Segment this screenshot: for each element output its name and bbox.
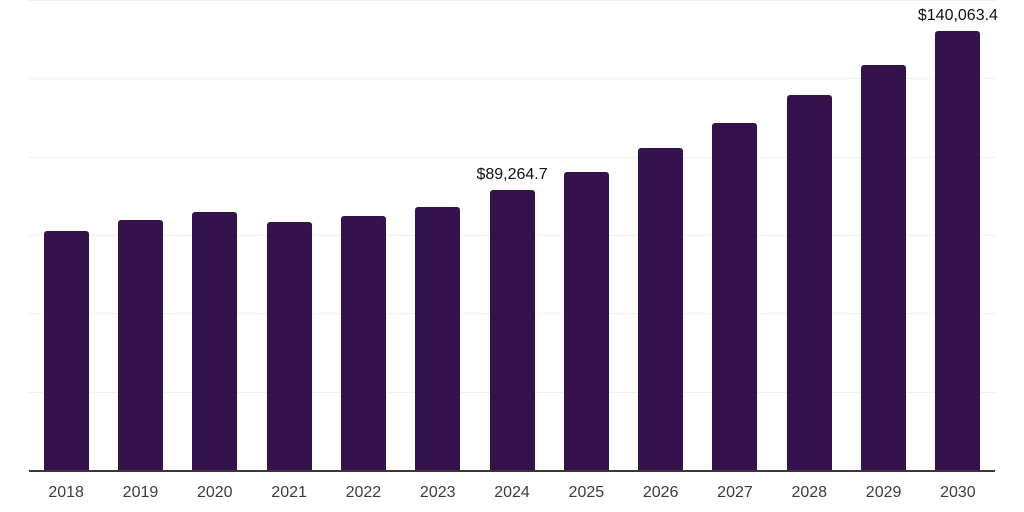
bar-2018[interactable]: [43, 230, 89, 470]
band-2023: [401, 0, 475, 470]
band-2025: [549, 0, 623, 470]
bar-2020[interactable]: [192, 211, 238, 470]
band-2022: [326, 0, 400, 470]
bar-2028[interactable]: [786, 95, 832, 470]
bar-2019[interactable]: [117, 220, 163, 470]
x-tick-2021: 2021: [271, 484, 307, 501]
bar-2026[interactable]: [638, 147, 684, 470]
bar-2029[interactable]: [861, 64, 907, 470]
x-tick-2025: 2025: [568, 484, 605, 501]
band-2019: [103, 0, 177, 470]
bar-2025[interactable]: [563, 171, 609, 470]
band-2027: [698, 0, 772, 470]
band-2029: [846, 0, 920, 470]
data-label-2030: $140,063.4: [917, 7, 998, 25]
data-label-2024: $89,264.7: [476, 166, 548, 184]
x-tick-2030: 2030: [940, 484, 976, 501]
x-axis-labels: 2018 2019 2020 2021 2022 2023 2024 2025 2026 2027…: [29, 472, 995, 501]
bar-2022[interactable]: [340, 215, 386, 470]
bar-2024[interactable]: [489, 190, 535, 470]
band-2026: [624, 0, 698, 470]
band-2020: [178, 0, 252, 470]
band-2030: $140,063.4: [917, 0, 998, 470]
x-tick-2018: 2018: [48, 484, 84, 501]
band-2018: [29, 0, 103, 470]
x-tick-2023: 2023: [419, 484, 456, 501]
x-tick-2028: 2028: [791, 484, 828, 501]
band-2021: [252, 0, 326, 470]
gridline-100000: [29, 156, 995, 158]
bar-2021[interactable]: [266, 222, 312, 470]
x-axis-line: [29, 470, 995, 472]
gridline-125000: [29, 78, 995, 80]
bar-2027[interactable]: [712, 123, 758, 470]
x-tick-2029: 2029: [865, 484, 902, 501]
bars-container: $89,264.7 $140,063.4: [29, 0, 998, 470]
x-tick-2026: 2026: [642, 484, 679, 501]
x-tick-2020: 2020: [196, 484, 233, 501]
bar-2030[interactable]: [935, 31, 981, 470]
plot-area: $89,264.7 $140,063.4: [29, 0, 998, 470]
x-tick-2022: 2022: [345, 484, 382, 501]
gridline-150000: [29, 0, 995, 1]
band-2028: [772, 0, 846, 470]
band-2024: $89,264.7: [475, 0, 549, 470]
bar-2023[interactable]: [415, 206, 461, 470]
x-tick-2019: 2019: [122, 484, 159, 501]
x-tick-2024: 2024: [494, 484, 530, 501]
x-tick-2027: 2027: [717, 484, 753, 501]
